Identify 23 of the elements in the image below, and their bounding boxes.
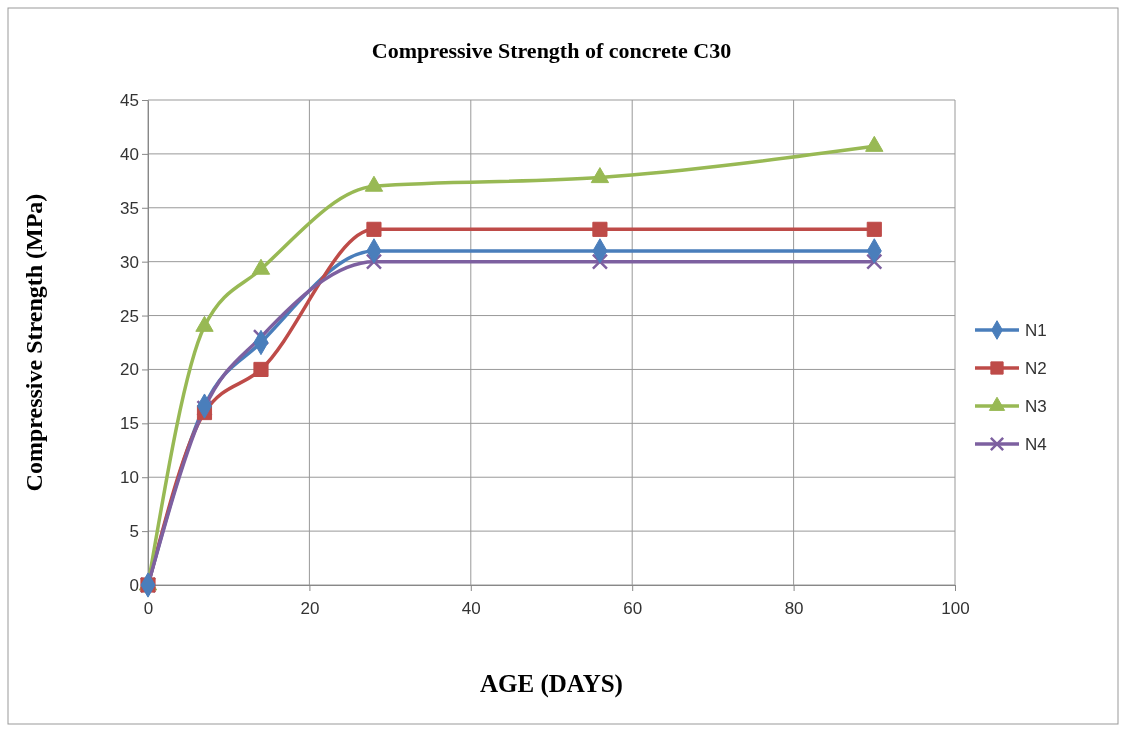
x-tick-label: 20 bbox=[300, 599, 320, 619]
legend-label: N1 bbox=[1025, 321, 1047, 340]
y-tick-label: 15 bbox=[120, 414, 139, 434]
legend-label: N2 bbox=[1025, 359, 1047, 378]
y-tick-label: 20 bbox=[120, 360, 139, 380]
x-tick-label: 100 bbox=[941, 599, 970, 619]
y-tick-label: 35 bbox=[120, 198, 139, 218]
y-tick-label: 40 bbox=[120, 144, 139, 164]
x-axis-title: AGE (DAYS) bbox=[480, 670, 623, 698]
y-axis-title: Compressive Strength (MPa) bbox=[21, 193, 47, 492]
legend-label: N3 bbox=[1025, 397, 1047, 416]
chart-title: Compressive Strength of concrete C30 bbox=[371, 38, 732, 63]
y-tick-label: 45 bbox=[120, 90, 139, 110]
y-tick-label: 30 bbox=[120, 252, 139, 272]
x-tick-label: 40 bbox=[461, 599, 481, 619]
y-tick-label: 25 bbox=[120, 306, 139, 326]
x-tick-label: 60 bbox=[623, 599, 643, 619]
y-tick-label: 5 bbox=[129, 522, 139, 542]
legend-label: N4 bbox=[1025, 435, 1047, 454]
x-tick-label: 80 bbox=[784, 599, 804, 619]
x-tick-label: 0 bbox=[143, 599, 154, 619]
y-tick-label: 10 bbox=[120, 468, 139, 488]
y-tick-label: 0 bbox=[129, 575, 139, 595]
